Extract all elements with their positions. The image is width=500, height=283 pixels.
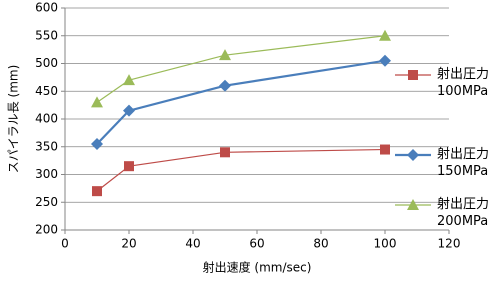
marker (379, 29, 391, 41)
marker (220, 147, 230, 158)
marker (91, 137, 103, 150)
x-tick-label: 20 (121, 237, 136, 251)
legend-marker (408, 70, 418, 80)
x-tick-label: 120 (438, 237, 461, 251)
series-line (96, 148, 386, 192)
x-tick-label: 40 (185, 237, 200, 251)
marker (123, 74, 135, 86)
marker (219, 79, 231, 92)
legend-label: 射出圧力 200MPa (437, 197, 490, 229)
legend-label: 射出圧力 150MPa (437, 147, 490, 179)
y-tick-label: 250 (35, 195, 58, 209)
marker (379, 54, 391, 67)
series-line (96, 59, 386, 145)
y-tick-label: 350 (35, 139, 58, 153)
legend-marker (407, 199, 419, 210)
legend-label: 射出圧力 100MPa (437, 67, 490, 99)
marker (123, 104, 135, 117)
marker (219, 49, 231, 61)
y-tick-label: 450 (35, 84, 58, 98)
y-tick-label: 500 (35, 56, 58, 70)
y-tick-label: 550 (35, 28, 58, 42)
marker (91, 96, 103, 108)
y-tick-label: 300 (35, 167, 58, 181)
marker (380, 144, 390, 155)
y-tick-label: 200 (35, 223, 58, 237)
x-axis-title: 射出速度 (mm/sec) (203, 260, 312, 275)
x-tick-label: 60 (249, 237, 264, 251)
legend-marker (407, 149, 419, 161)
y-axis-title: スパイラル長 (mm) (7, 65, 21, 174)
x-tick-label: 100 (374, 237, 397, 251)
marker (124, 161, 134, 172)
x-tick-label: 0 (61, 237, 69, 251)
series-line (96, 35, 386, 103)
y-tick-label: 400 (35, 112, 58, 126)
marker (92, 186, 102, 197)
x-tick-label: 80 (313, 237, 328, 251)
y-tick-label: 600 (35, 1, 58, 15)
